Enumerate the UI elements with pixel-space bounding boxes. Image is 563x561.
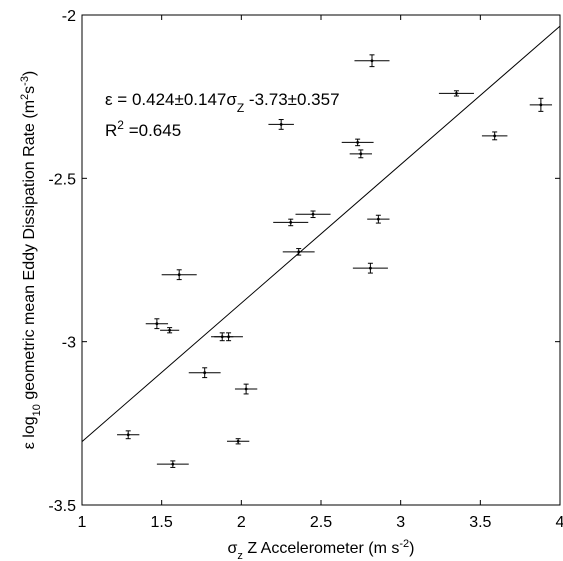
point-marker bbox=[244, 387, 248, 391]
point-marker bbox=[155, 322, 159, 326]
label-text: R bbox=[105, 121, 117, 140]
y-tick-label: -2 bbox=[62, 8, 76, 25]
label-superscript: -2 bbox=[399, 538, 409, 550]
data-point bbox=[341, 138, 374, 147]
regression-line bbox=[81, 25, 561, 443]
label-text: ε log bbox=[21, 416, 38, 449]
data-point bbox=[295, 210, 331, 219]
point-marker bbox=[493, 134, 497, 138]
label-superscript: 2 bbox=[117, 118, 124, 132]
x-tick-label: 3.5 bbox=[469, 514, 491, 531]
y-axis-label: ε log10 geometric mean Eddy Dissipation … bbox=[19, 71, 43, 450]
label-text: s bbox=[21, 86, 38, 94]
point-marker bbox=[289, 221, 293, 224]
point-marker bbox=[279, 123, 283, 126]
data-point bbox=[161, 269, 197, 281]
x-tick-label: 1.5 bbox=[151, 514, 173, 531]
data-point bbox=[156, 460, 189, 468]
label-text: ) bbox=[409, 540, 414, 557]
point-marker bbox=[171, 462, 175, 466]
data-point bbox=[226, 438, 250, 445]
point-marker bbox=[203, 371, 207, 375]
point-marker bbox=[359, 152, 363, 156]
regression-equation: ε = 0.424±0.147σZ -3.73±0.357 bbox=[105, 90, 340, 115]
x-tick-label: 4 bbox=[556, 514, 563, 531]
y-axis-ticks: -3.5 -3 -2.5 -2 bbox=[48, 8, 560, 515]
label-subscript: Z bbox=[237, 101, 244, 115]
data-point bbox=[234, 383, 258, 395]
point-marker bbox=[455, 92, 458, 95]
plot-frame bbox=[81, 14, 561, 506]
data-point bbox=[481, 131, 508, 141]
x-tick-label: 1 bbox=[78, 514, 87, 531]
x-tick-label: 2.5 bbox=[310, 514, 332, 531]
data-point bbox=[188, 367, 221, 379]
x-axis-label: σz Z Accelerometer (m s-2) bbox=[228, 538, 415, 561]
x-tick-label: 3 bbox=[396, 514, 405, 531]
data-point bbox=[349, 149, 372, 159]
label-subscript: z bbox=[237, 550, 243, 561]
y-tick-label: -3 bbox=[62, 335, 76, 352]
point-marker bbox=[311, 212, 315, 216]
x-axis-ticks: 1 1.5 2 2.5 3 3.5 4 bbox=[78, 15, 563, 531]
point-marker bbox=[376, 217, 380, 221]
label-text: -3.73±0.357 bbox=[244, 90, 339, 109]
data-point bbox=[273, 218, 309, 227]
r-squared-annotation: R2 =0.645 bbox=[105, 118, 181, 140]
data-point bbox=[117, 430, 140, 440]
y-tick-label: -2.5 bbox=[48, 171, 76, 188]
data-point bbox=[145, 318, 169, 330]
label-superscript: 2 bbox=[19, 94, 31, 100]
label-text: Z Accelerometer (m s bbox=[243, 540, 399, 557]
label-text: ε = 0.424±0.147σ bbox=[105, 90, 237, 109]
label-superscript: -3 bbox=[19, 76, 31, 86]
label-text: ) bbox=[21, 71, 38, 76]
data-point bbox=[268, 119, 294, 130]
label-subscript: 10 bbox=[31, 404, 43, 416]
data-point bbox=[214, 332, 243, 342]
data-point bbox=[282, 248, 315, 256]
label-text: σ bbox=[228, 540, 238, 557]
data-point bbox=[352, 262, 388, 274]
data-point bbox=[367, 214, 390, 224]
point-marker bbox=[126, 433, 130, 437]
point-marker bbox=[368, 266, 372, 270]
point-marker bbox=[177, 273, 181, 277]
x-tick-label: 2 bbox=[237, 514, 246, 531]
point-marker bbox=[356, 141, 360, 144]
point-marker bbox=[370, 59, 374, 63]
data-point bbox=[529, 97, 553, 112]
point-marker bbox=[236, 439, 240, 443]
data-point bbox=[160, 327, 180, 334]
point-marker bbox=[227, 335, 230, 339]
point-marker bbox=[168, 328, 172, 332]
label-text: =0.645 bbox=[124, 121, 181, 140]
label-text: geometric mean Eddy Dissipation Rate (m bbox=[21, 100, 38, 404]
y-tick-label: -3.5 bbox=[48, 498, 76, 515]
data-point bbox=[354, 54, 390, 68]
data-point bbox=[438, 90, 474, 97]
point-marker bbox=[539, 103, 543, 107]
point-marker bbox=[297, 250, 301, 254]
data-points bbox=[117, 54, 553, 468]
fit-line-layer bbox=[81, 25, 561, 443]
